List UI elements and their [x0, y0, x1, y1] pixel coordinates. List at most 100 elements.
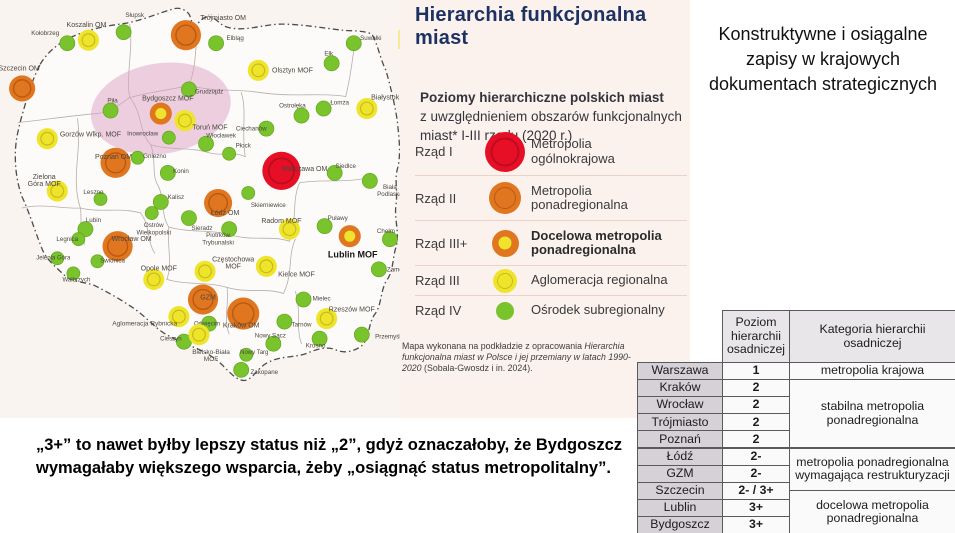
legend-subtitle: Poziomy hierarchiczne polskich miast z u…: [420, 88, 685, 145]
city-marker-IV: Sieradz: [181, 210, 213, 232]
city-label: Kraków OM: [223, 323, 260, 330]
legend-symbol-wrap: [479, 229, 531, 257]
table-city-cell: Szczecin: [637, 481, 723, 500]
city-label: Piła: [107, 98, 118, 105]
city-label: Skierniewice: [251, 202, 286, 209]
city-label: Lublin MOF: [328, 249, 378, 259]
city-label: Suwałki: [360, 35, 381, 42]
city-label: Lubin: [86, 217, 102, 224]
legend-item-label: Metropolia ponadregionalna: [531, 182, 628, 212]
city-marker-IV: Chełm: [377, 228, 398, 248]
legend-symbol-wrap: [479, 301, 531, 320]
city-marker-IV: Legnica: [56, 232, 86, 247]
city-label: Łomża: [330, 100, 349, 107]
city-label: Koszalin OM: [67, 22, 107, 29]
table-city-cell: Trójmiasto: [637, 413, 723, 432]
metropolia-ponadregionalna-icon: [489, 182, 521, 214]
city-label: Ostrów Wielkopolski: [136, 222, 171, 236]
city-marker-III: Zielona Góra MOF: [28, 174, 68, 202]
legend-row-rzad-3plus: Rząd III+ Docelowa metropolia ponadregio…: [415, 220, 687, 265]
city-label: Płock: [236, 143, 252, 150]
city-label: Sieradz: [191, 225, 212, 232]
table-level-cell: 2: [722, 430, 790, 449]
city-marker-II: Trójmiasto OM: [170, 15, 246, 51]
city-marker-IV: Krosno: [306, 330, 328, 350]
docelowa-metropolia-icon: [491, 229, 519, 257]
legend-row-rzad-1: Rząd I Metropolia ogólnokrajowa: [415, 128, 687, 175]
city-label: Nowy Targ: [240, 350, 268, 356]
table-city-cell: Poznań: [637, 430, 723, 449]
city-label: Wrocław OM: [112, 236, 152, 243]
hierarchy-table: Poziom hierarchii osadniczej Kategoria h…: [637, 310, 955, 533]
table-city-cell: Kraków: [637, 379, 723, 398]
city-marker-IV: Skierniewice: [241, 186, 286, 209]
metropolia-ogolnokrajowa-icon: [485, 131, 525, 172]
table-category-cell: stabilna metropolia ponadregionalna: [789, 379, 955, 449]
city-marker-II: Poznań OM: [95, 147, 132, 178]
slide-heading: Konstruktywne i osiągalne zapisy w krajo…: [708, 24, 938, 94]
city-marker-IV: Cieszyn: [160, 333, 192, 350]
legend-item-label: Metropolia ogólnokrajowa: [531, 136, 615, 166]
city-label: Zamość: [387, 266, 402, 273]
city-label: Kielce MOF: [278, 271, 315, 278]
table-city-cell: Warszawa: [637, 362, 723, 381]
map-legend: Hierarchia funkcjonalna miast Poziomy hi…: [400, 0, 690, 418]
quote-text: „3+” to nawet byłby lepszy status niż „2…: [36, 436, 623, 477]
city-marker-III: Rzeszów MOF: [316, 307, 375, 330]
city-label: Oświęcim: [194, 322, 220, 328]
city-marker-IV: Suwałki: [345, 35, 382, 52]
city-label: Słupsk: [125, 12, 145, 19]
city-label: Toruń MOF: [192, 125, 227, 132]
city-marker-III: Toruń MOF: [174, 110, 228, 132]
city-marker-IV: Łomża: [315, 100, 350, 117]
city-label: Zielona Góra MOF: [28, 174, 61, 188]
city-marker-III: Aglomeracja Rybnicka: [112, 306, 190, 328]
city-marker-III: Częstochowa MOF: [194, 256, 254, 282]
city-label: Wałbrzych: [62, 277, 90, 283]
table-level-cell: 3+: [722, 515, 790, 533]
city-label: Inowrocław: [127, 131, 159, 138]
legend-rows: Rząd I Metropolia ogólnokrajowa Rząd II …: [415, 128, 687, 325]
aglomeracja-regionalna-icon: [493, 268, 517, 293]
city-marker-IV: Ostrów Wielkopolski: [136, 206, 171, 236]
city-label: Siedlce: [336, 163, 357, 170]
city-marker-IV: Grudziądz: [181, 81, 223, 98]
table-city-cell: Łódź: [637, 447, 723, 466]
city-marker-II: GZM: [187, 284, 219, 315]
city-marker-III: Olsztyn MOF: [247, 59, 313, 81]
table-level-cell: 2-: [722, 464, 790, 483]
legend-rank-label: Rząd III: [415, 273, 460, 288]
city-marker-IV: Siedlce: [326, 163, 357, 181]
city-marker-IV: Leszno: [83, 189, 108, 206]
city-label: Tarnów: [291, 322, 312, 329]
city-marker-IV: Inowrocław: [127, 131, 176, 145]
legend-subtitle-bold: Poziomy hierarchiczne polskich miast: [420, 90, 664, 105]
table-level-cell: 3+: [722, 498, 790, 517]
city-label: Włocławek: [206, 133, 237, 140]
city-label: Radom MOF: [261, 218, 301, 225]
city-marker-III+: Bydgoszcz MOF: [142, 95, 194, 125]
caption-part-3: (Sobala-Gwosdz i in. 2024).: [421, 363, 533, 373]
city-marker-IV: Nowy Targ: [239, 347, 268, 362]
city-label: Jelenia Góra: [36, 255, 71, 261]
city-label: Bielsko-Biała MOF: [192, 349, 230, 363]
city-label: Legnica: [56, 236, 78, 243]
table-city-cell: Lublin: [637, 498, 723, 517]
city-label: Elbląg: [227, 35, 245, 42]
city-label: Zakopane: [250, 369, 278, 376]
legend-title: Hierarchia funkcjonalna miast: [415, 4, 647, 49]
city-marker-IV: Tarnów: [276, 313, 312, 330]
city-label: Łódź OM: [211, 210, 240, 217]
city-marker-IV: Ostrołęka: [279, 103, 310, 124]
city-label: Poznań OM: [95, 154, 132, 161]
table-category-cell: metropolia krajowa: [789, 362, 955, 381]
city-label: Szczecin OM: [0, 65, 40, 72]
table-header-category: Kategoria hierarchii osadniczej: [789, 310, 955, 363]
table-city-cell: GZM: [637, 464, 723, 483]
city-marker-IV: Konin: [159, 164, 189, 181]
city-label: Opole MOF: [141, 265, 177, 272]
table-level-cell: 2: [722, 379, 790, 398]
city-marker-IV: Mielec: [295, 291, 331, 308]
city-label: Puławy: [328, 215, 349, 222]
legend-row-rzad-3: Rząd III Aglomeracja regionalna: [415, 265, 687, 295]
